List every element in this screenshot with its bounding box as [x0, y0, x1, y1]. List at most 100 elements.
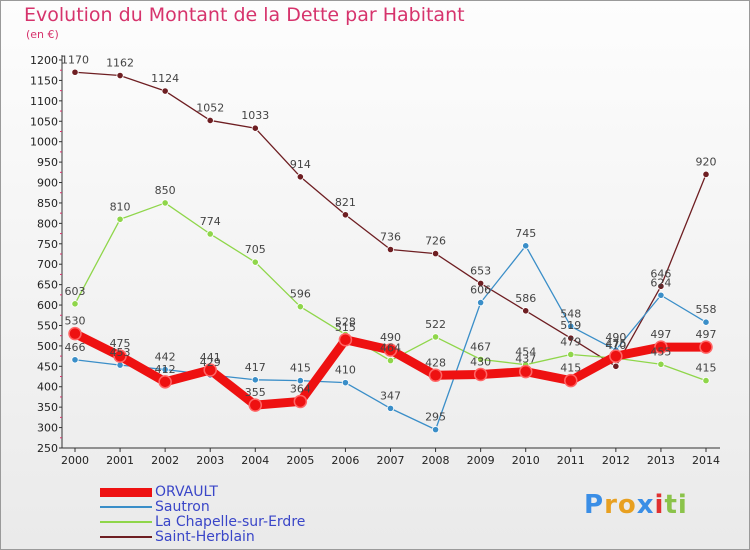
data-label-la-chapelle-sur-erdre: 454 — [515, 346, 536, 359]
data-label-la-chapelle-sur-erdre: 528 — [335, 315, 356, 328]
x-tick-label: 2003 — [196, 454, 224, 467]
data-point-sautron — [251, 376, 259, 384]
legend-item-sautron: Sautron — [100, 499, 360, 515]
y-tick-label: 250 — [37, 442, 58, 455]
data-point-orvault — [293, 394, 308, 409]
data-label-la-chapelle-sur-erdre: 522 — [425, 318, 446, 331]
data-label-saint-herblain: 1033 — [241, 109, 269, 122]
data-label-sautron: 490 — [605, 331, 626, 344]
data-point-orvault — [113, 349, 127, 363]
logo-letter: t — [664, 490, 678, 520]
data-point-orvault — [564, 373, 578, 388]
y-tick-label: 1050 — [30, 115, 58, 128]
x-tick-label: 2007 — [377, 454, 405, 467]
x-tick-label: 2008 — [422, 454, 450, 467]
data-label-sautron: 429 — [200, 356, 221, 369]
data-label-saint-herblain: 1124 — [151, 72, 179, 85]
y-tick-label: 800 — [37, 217, 58, 230]
data-label-orvault: 412 — [155, 363, 176, 376]
data-label-sautron: 347 — [380, 389, 401, 402]
legend-label-sautron: Sautron — [155, 499, 210, 515]
x-tick-label: 2010 — [512, 454, 540, 467]
data-point-orvault — [68, 326, 82, 341]
y-tick-label: 1150 — [30, 74, 58, 87]
x-tick-label: 2012 — [602, 454, 630, 467]
data-label-saint-herblain: 736 — [380, 231, 401, 244]
legend-item-orvault: ORVAULT — [100, 484, 360, 500]
data-point-la-chapelle-sur-erdre — [71, 300, 79, 308]
data-label-la-chapelle-sur-erdre: 603 — [65, 285, 86, 298]
data-label-la-chapelle-sur-erdre: 470 — [605, 339, 626, 352]
data-label-orvault: 490 — [380, 331, 401, 344]
data-label-la-chapelle-sur-erdre: 850 — [155, 184, 176, 197]
data-point-la-chapelle-sur-erdre — [296, 303, 304, 311]
data-point-sautron — [386, 404, 395, 412]
data-point-orvault — [428, 368, 443, 383]
data-point-orvault — [383, 343, 398, 357]
data-point-saint-herblain — [477, 279, 485, 288]
x-tick-label: 2006 — [331, 454, 359, 467]
data-label-orvault: 475 — [110, 337, 131, 350]
data-label-sautron: 606 — [470, 284, 491, 297]
data-label-sautron: 558 — [696, 303, 717, 316]
data-point-sautron — [296, 377, 304, 385]
data-label-orvault: 437 — [515, 353, 536, 366]
chart-title: Evolution du Montant de la Dette par Hab… — [24, 4, 465, 26]
data-label-la-chapelle-sur-erdre: 464 — [380, 342, 401, 355]
data-label-orvault: 415 — [560, 362, 581, 375]
y-tick-label: 400 — [37, 381, 58, 394]
data-point-orvault — [158, 375, 172, 389]
data-label-la-chapelle-sur-erdre: 596 — [290, 288, 311, 301]
y-tick-label: 700 — [37, 258, 58, 271]
data-label-sautron: 466 — [65, 341, 86, 354]
data-label-saint-herblain: 586 — [515, 292, 536, 305]
x-tick-label: 2004 — [241, 454, 269, 467]
data-label-sautron: 415 — [290, 362, 311, 375]
legend-item-la-chapelle: La Chapelle-sur-Erdre — [100, 514, 360, 530]
data-label-orvault: 530 — [65, 315, 86, 328]
data-point-sautron — [657, 291, 665, 299]
data-point-la-chapelle-sur-erdre — [567, 350, 575, 359]
x-tick-label: 2009 — [467, 454, 495, 467]
data-point-sautron — [341, 379, 350, 387]
logo-letter: i — [654, 490, 665, 520]
y-tick-label: 900 — [37, 177, 58, 190]
y-tick-label: 350 — [37, 401, 58, 414]
y-tick-label: 600 — [37, 299, 58, 312]
x-tick-label: 2002 — [151, 454, 179, 467]
logo-letter: P — [584, 490, 605, 520]
data-point-sautron — [431, 426, 440, 434]
data-point-saint-herblain — [567, 334, 575, 342]
data-point-la-chapelle-sur-erdre — [702, 377, 710, 385]
data-label-saint-herblain: 726 — [425, 235, 446, 248]
data-label-la-chapelle-sur-erdre: 810 — [110, 200, 131, 213]
legend-item-saint-herblain: Saint-Herblain — [100, 529, 360, 545]
x-tick-label: 2014 — [692, 454, 720, 467]
data-label-sautron: 453 — [110, 346, 131, 359]
data-label-saint-herblain: 920 — [696, 155, 717, 168]
data-point-orvault — [699, 340, 713, 354]
data-label-la-chapelle-sur-erdre: 467 — [470, 340, 491, 353]
logo-letter: i — [677, 490, 688, 520]
x-tick-label: 2000 — [61, 454, 89, 467]
data-point-orvault — [518, 364, 533, 379]
y-tick-label: 1100 — [30, 95, 58, 108]
data-point-la-chapelle-sur-erdre — [657, 360, 665, 368]
data-label-orvault: 364 — [290, 382, 311, 395]
data-label-saint-herblain: 1162 — [106, 57, 134, 70]
data-point-saint-herblain — [341, 211, 350, 219]
y-tick-label: 500 — [37, 340, 58, 353]
y-tick-label: 450 — [37, 360, 58, 373]
data-label-orvault: 430 — [470, 355, 491, 368]
data-label-orvault: 428 — [425, 356, 446, 369]
y-tick-label: 950 — [37, 156, 58, 169]
data-point-saint-herblain — [251, 124, 259, 132]
data-point-saint-herblain — [116, 71, 124, 80]
chart-subtitle: (en €) — [26, 28, 59, 41]
data-label-la-chapelle-sur-erdre: 415 — [696, 362, 717, 375]
data-label-sautron: 442 — [155, 351, 176, 364]
data-point-sautron — [567, 322, 575, 330]
data-label-orvault: 475 — [605, 337, 626, 350]
